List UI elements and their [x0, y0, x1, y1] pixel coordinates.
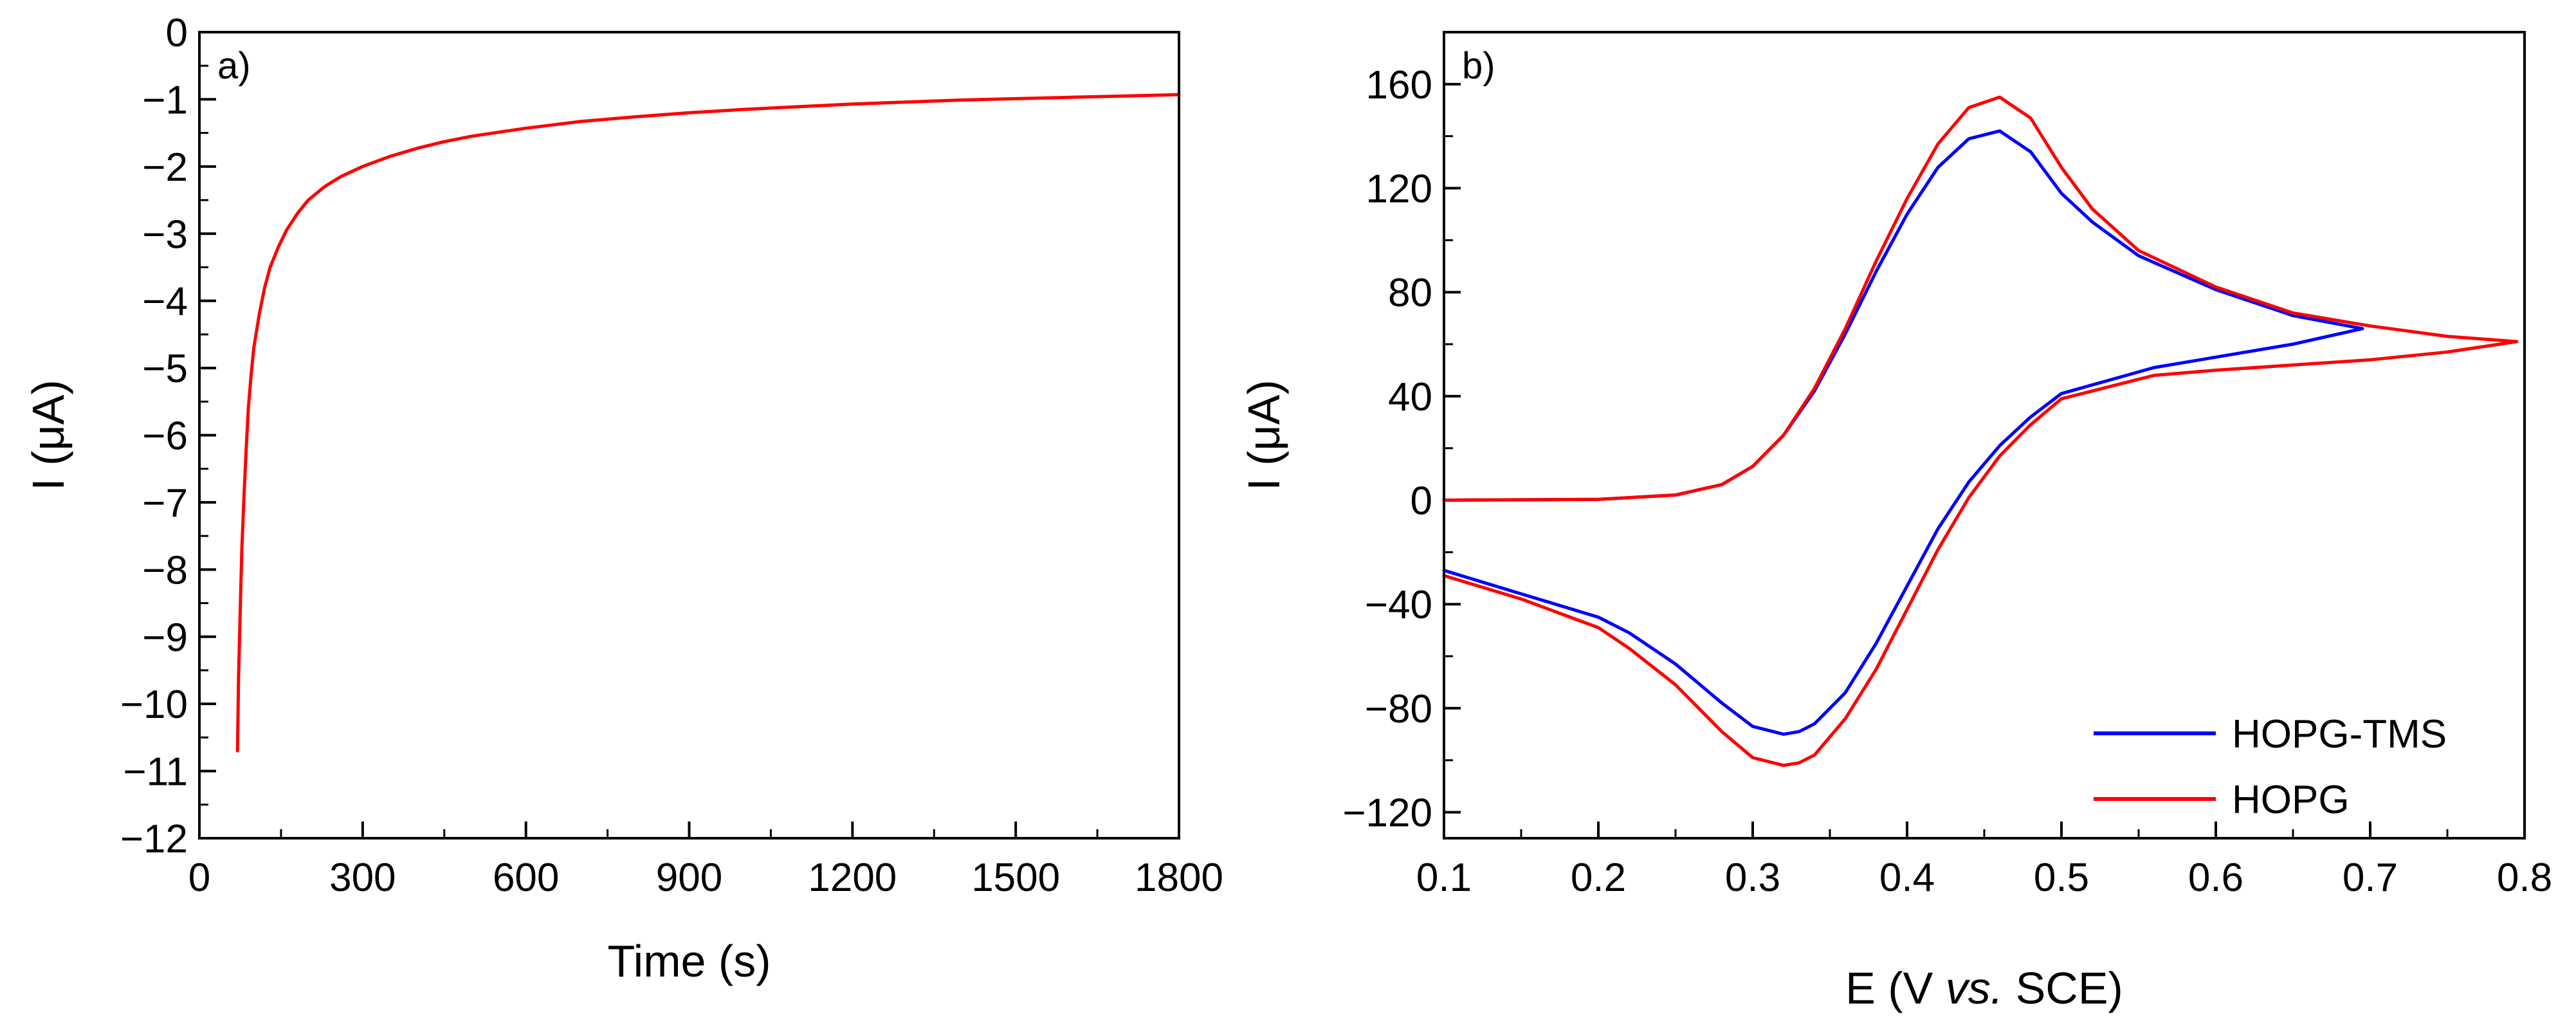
panel-a-x-tick-label: 1800: [1135, 856, 1223, 900]
panel-b-legend: HOPG-TMS HOPG: [2094, 712, 2447, 822]
panel-b-x-tick-label: 0.6: [2188, 856, 2243, 900]
panel-b-x-tick-label: 0.5: [2034, 856, 2089, 900]
panel-a-plot-frame: [198, 31, 1180, 840]
panel-b-y-tick-label: −120: [1342, 791, 1432, 836]
legend-label-hopg: HOPG: [2232, 778, 2350, 822]
panel-a-x-tick-label: 0: [188, 856, 210, 900]
panel-b-x-tick-label: 0.3: [1725, 856, 1780, 900]
panel-b-ticks: 0.1 0.2 0.3 0.4 0.5 0.6 0.7 0.8 160 120 80 40 0 −40 −8…: [1342, 63, 2552, 900]
panel-b-plot-frame: [1443, 31, 2526, 840]
panel-a-y-tick-label: −6: [142, 414, 188, 459]
panel-a-x-tick-label: 1200: [808, 856, 897, 900]
panel-b-x-tick-label: 0.7: [2343, 856, 2398, 900]
panel-b-y-tick-label: 80: [1388, 271, 1432, 315]
panel-b-x-tick-label: 0.8: [2497, 856, 2552, 900]
panel-a-y-tick-label: −4: [142, 280, 188, 324]
panel-a-y-tick-label: −3: [142, 212, 188, 257]
panel-b-chart: 0.1 0.2 0.3 0.4 0.5 0.6 0.7 0.8 160 120 80 40 0 −40 −8…: [1239, 31, 2552, 1013]
panel-a-series-line-chronoamperogram: [235, 93, 1181, 753]
panel-b-x-axis-title-prefix: E (V: [1845, 963, 1946, 1013]
panel-a-y-tick-label: −11: [123, 750, 188, 794]
panel-b-x-axis-title: E (V vs. SCE): [1845, 963, 2123, 1013]
panel-b-y-tick-label: 40: [1388, 375, 1432, 419]
panel-a-x-axis-title: Time (s): [607, 936, 771, 986]
panel-a-x-tick-label: 1500: [971, 856, 1060, 900]
panel-b-y-axis-title: I (μA): [1239, 380, 1289, 491]
panel-a-chart: 0 300 600 900 1200 1500 1800 0 −1 −2 −3 −4 −5 −6 −7 −8 −…: [23, 11, 1223, 986]
panel-a-y-tick-label: −5: [142, 347, 188, 391]
panel-b-y-tick-label: −80: [1365, 687, 1432, 731]
legend-label-hopg-tms: HOPG-TMS: [2232, 712, 2447, 757]
panel-a-y-tick-label: −10: [120, 683, 188, 727]
panel-a-series-group: [235, 93, 1181, 753]
panel-a-y-tick-label: 0: [166, 11, 188, 55]
panel-b-y-tick-label: 160: [1366, 63, 1432, 107]
panel-b-label: b): [1462, 45, 1495, 87]
panel-a-y-axis-title: I (μA): [23, 380, 73, 491]
panel-a-x-tick-label: 300: [329, 856, 396, 900]
panel-b-x-tick-label: 0.4: [1879, 856, 1935, 900]
panel-b-y-tick-label: 120: [1366, 167, 1432, 212]
panel-b-x-axis-title-suffix: SCE): [2003, 963, 2123, 1013]
panel-b-x-tick-label: 0.2: [1571, 856, 1626, 900]
panel-b-x-axis-title-italic: vs.: [1946, 963, 2003, 1013]
panel-a-label: a): [217, 45, 251, 87]
panel-b-y-tick-label: −40: [1365, 583, 1432, 627]
panel-a-y-tick-label: −8: [142, 548, 188, 592]
panel-b-y-tick-label: 0: [1411, 479, 1432, 524]
panel-a-y-tick-label: −9: [142, 616, 188, 660]
panel-a-x-tick-label: 900: [656, 856, 722, 900]
panel-a-y-tick-label: −1: [142, 78, 188, 122]
panel-a-y-tick-label: −12: [120, 817, 188, 861]
panel-b-series-line-hopg-tms: [1442, 129, 2364, 736]
panel-a-x-tick-label: 600: [493, 856, 559, 900]
panel-b-series-line-hopg: [1442, 95, 2519, 767]
panel-b-series-group: [1442, 95, 2519, 767]
panel-b-x-tick-label: 0.1: [1416, 856, 1472, 900]
panel-a-y-tick-label: −2: [142, 145, 188, 190]
panel-a-y-tick-label: −7: [142, 481, 188, 526]
panel-a-ticks: 0 300 600 900 1200 1500 1800 0 −1 −2 −3 −4 −5 −6 −7 −8 −…: [120, 11, 1223, 900]
